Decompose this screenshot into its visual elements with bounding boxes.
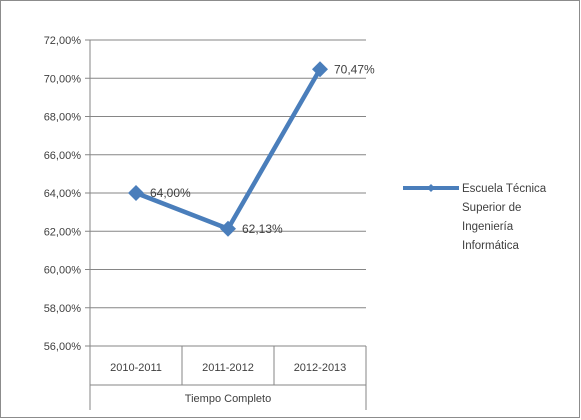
data-point-marker [220,220,236,237]
legend-marker [427,184,435,192]
y-tick-label: 66,00% [44,150,82,162]
gridlines [90,39,366,309]
data-label: 64,00% [150,186,191,200]
y-tick-label: 58,00% [44,303,82,315]
legend: Escuela Técnica Superior de Ingeniería Info… [403,183,547,252]
y-tick-label: 56,00% [44,341,82,353]
legend-entry: Escuela Técnica Superior de Ingeniería Info… [462,183,547,252]
y-tick-label: 60,00% [44,265,82,277]
x-tick-label: 2012-2013 [294,362,347,374]
y-tick-label: 62,00% [44,226,82,238]
y-tick-label: 68,00% [44,112,82,124]
x-group-label: Tiempo Completo [185,393,271,405]
series-layer: 64,00% 62,13% 70,47% [128,61,375,237]
y-tick-label: 72,00% [44,35,82,47]
data-point-marker [128,185,144,201]
y-tick-label: 64,00% [44,188,82,200]
y-tick-labels: 56,00% 58,00% 60,00% 62,00% 64,00% 66,00% 68,0… [44,35,82,353]
x-tick-label: 2011-2012 [202,362,254,374]
data-point-marker [312,61,328,78]
y-tick-label: 70,00% [44,73,82,85]
axes [85,39,367,410]
data-label: 70,47% [334,62,375,76]
data-label: 62,13% [242,222,283,236]
x-tick-labels: 2010-2011 2011-2012 2012-2013 [110,362,346,374]
x-tick-label: 2010-2011 [110,362,162,374]
series-line [135,68,322,232]
